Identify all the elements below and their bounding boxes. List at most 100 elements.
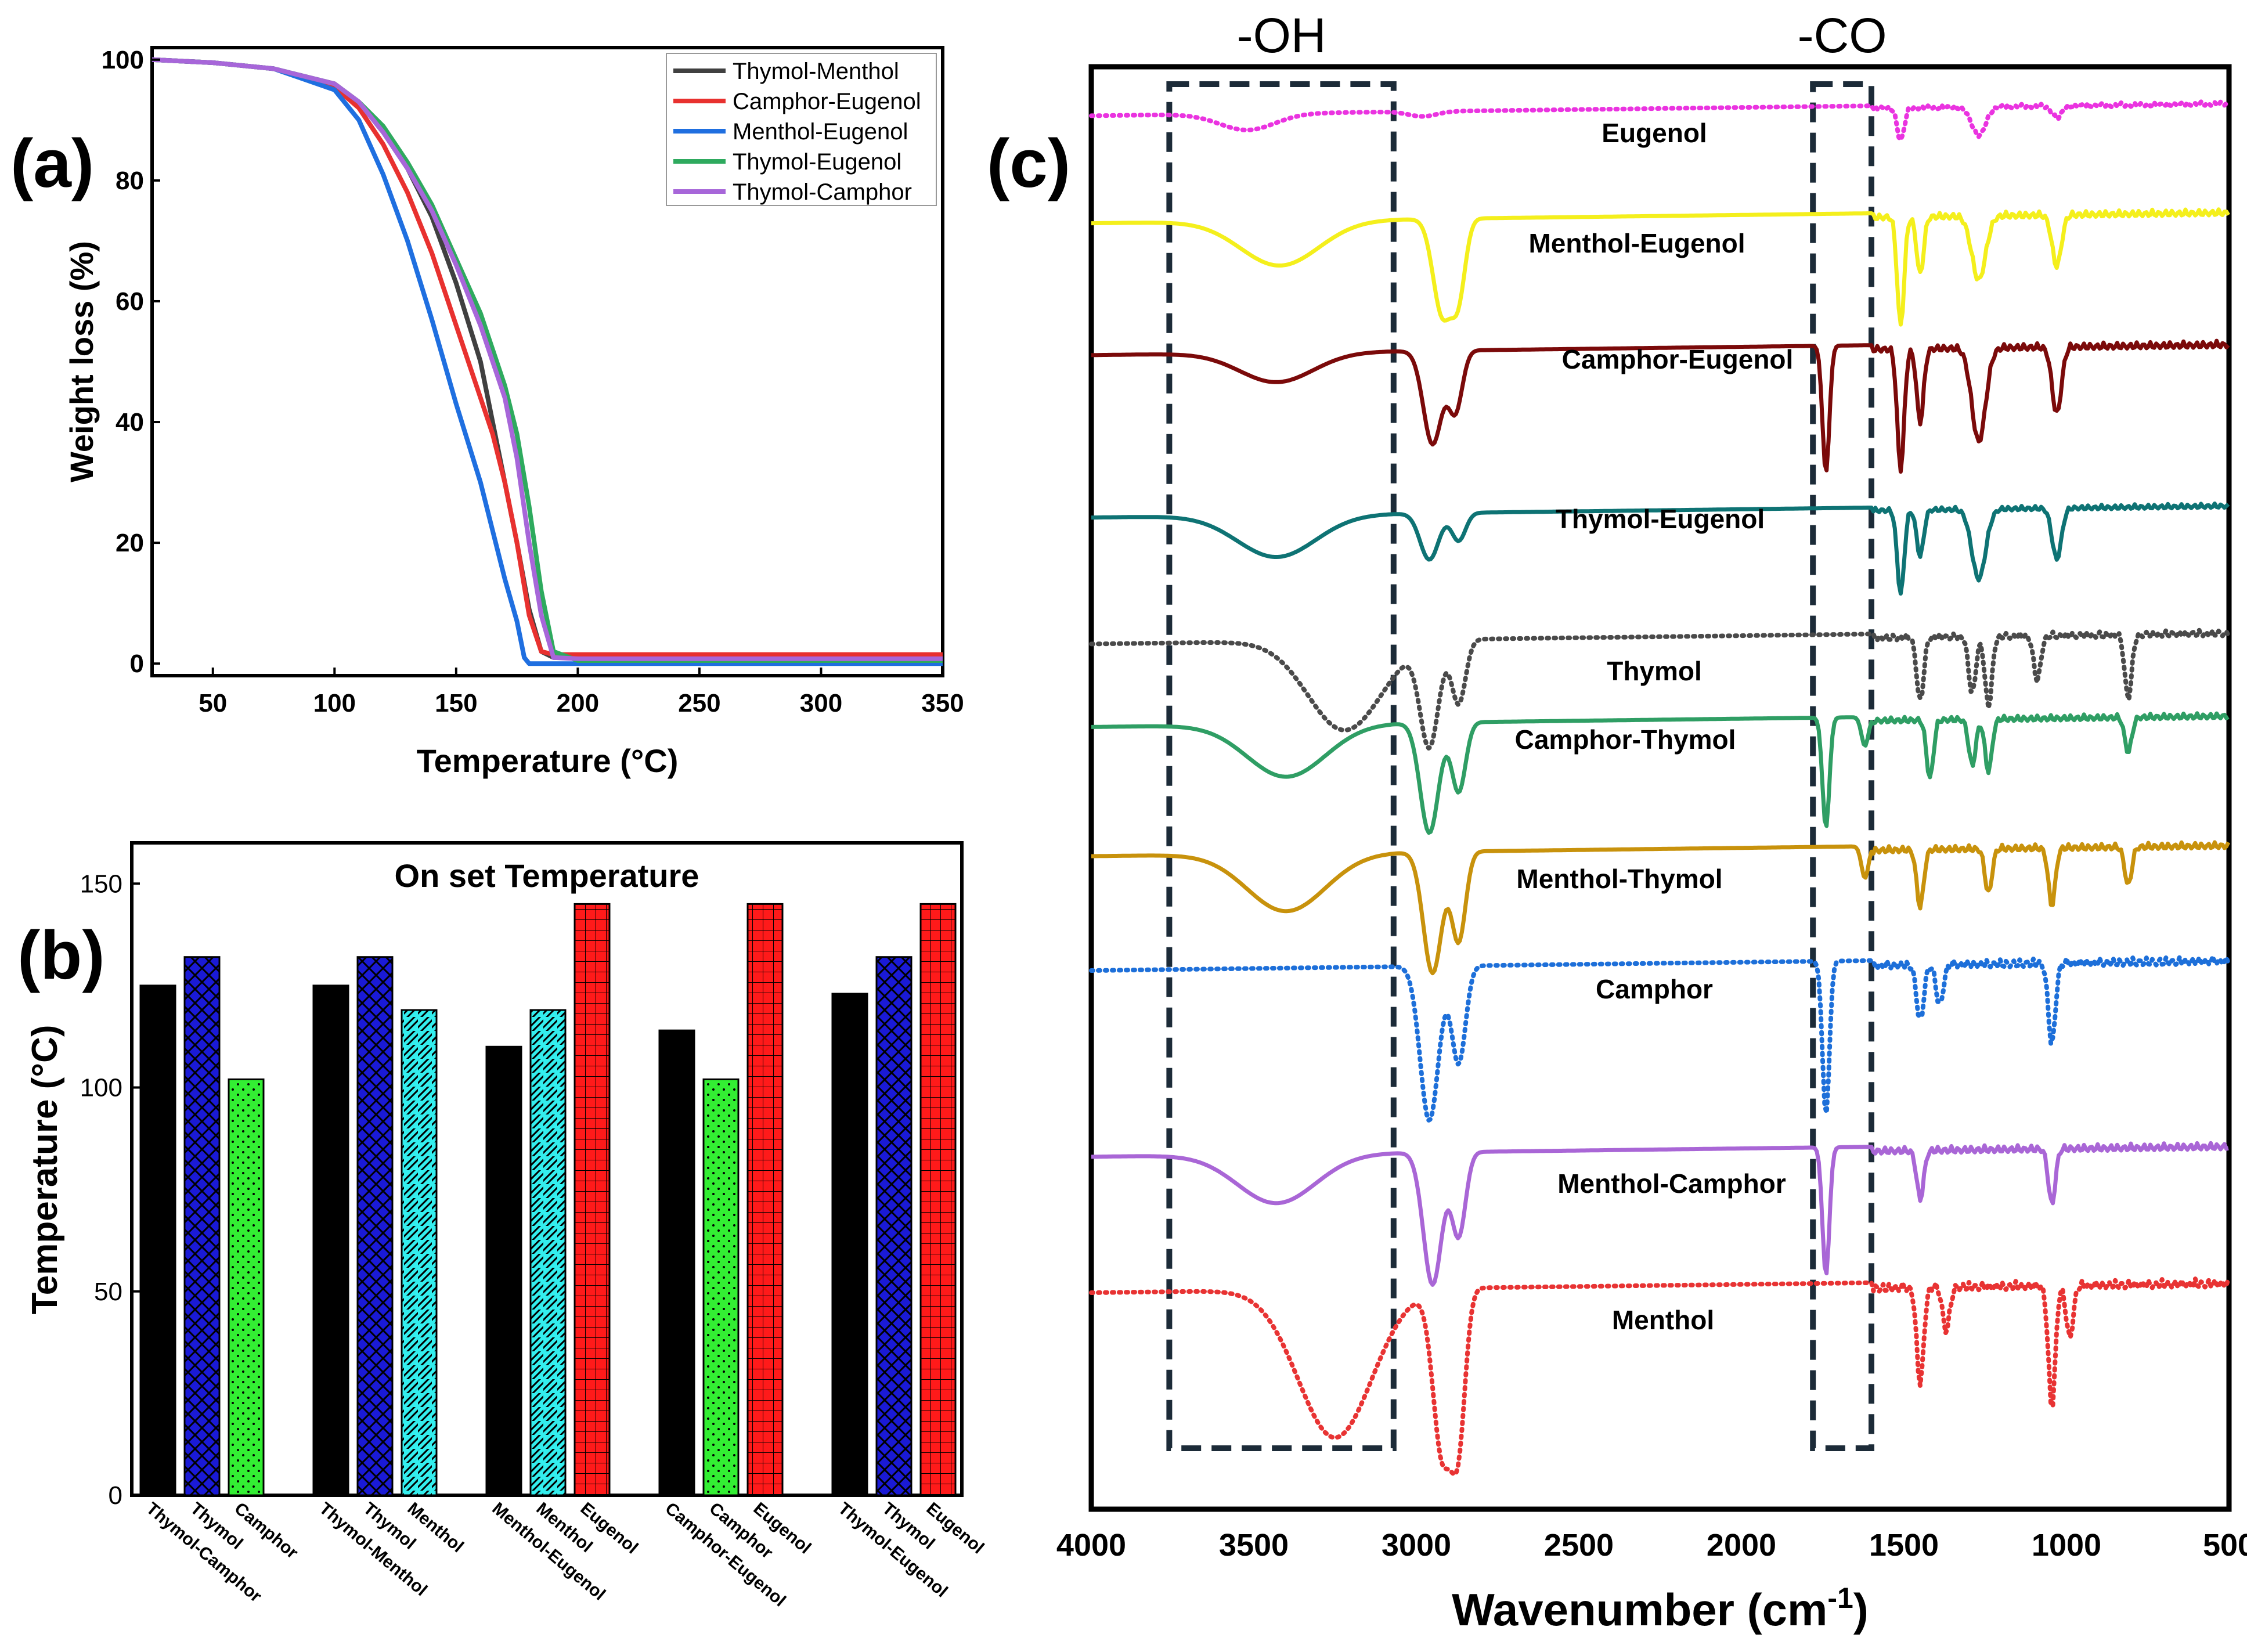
tga-axis-ticks: 50 100 150 200 250 300 350 0 20 40 60 80 100	[102, 46, 964, 717]
ftir-plot-frame	[1088, 64, 2232, 1512]
tga-y-tick-label: 80	[116, 167, 144, 195]
onset-y-tick-label: 150	[80, 870, 122, 898]
tga-legend-entry: Thymol-Camphor	[733, 179, 912, 205]
ftir-spectrum-camphor	[1089, 954, 2231, 1123]
tga-x-tick-label: 250	[678, 689, 720, 717]
tga-series-lines	[152, 57, 943, 666]
ftir-x-axis-label: Wavenumber (cm-1)	[1452, 1582, 1869, 1635]
ftir-x-tick-label: 1500	[1869, 1528, 1939, 1563]
ftir-region-label: -CO	[1798, 8, 1887, 63]
ftir-highlight-regions: -OH -CO	[1166, 8, 1887, 1451]
tga-y-tick-label: 60	[116, 287, 144, 316]
tga-x-tick-label: 150	[435, 689, 477, 717]
ftir-x-tick-label: 4000	[1056, 1528, 1126, 1563]
onset-bar-eugenol	[919, 903, 957, 1496]
ftir-x-tick-label: 1000	[2032, 1528, 2101, 1563]
onset-bars	[139, 903, 957, 1496]
ftir-spectrum-label: Menthol-Camphor	[1557, 1168, 1786, 1199]
ftir-chart: -OH -CO Eugenol Menthol-Eugenol Camphor-Eug…	[1056, 8, 2247, 1635]
onset-y-tick-label: 100	[80, 1074, 122, 1102]
tga-chart: 50 100 150 200 250 300 350 0 20 40 60 80 100 Tempera…	[63, 46, 964, 779]
tga-legend-entry: Menthol-Eugenol	[733, 119, 908, 145]
onset-bar-thymol-eugenol	[831, 993, 868, 1496]
ftir-spectrum-label: Eugenol	[1602, 118, 1707, 148]
ftir-spectrum-menthol-thymol	[1091, 840, 2231, 976]
ftir-spectrum-camphor-thymol	[1091, 711, 2230, 835]
onset-bar-camphor	[702, 1078, 740, 1496]
ftir-spectrum-thymol	[1089, 627, 2231, 751]
onset-y-tick-label: 50	[94, 1278, 122, 1306]
ftir-spectra: Eugenol Menthol-Eugenol Camphor-Eugenol Thy…	[1089, 99, 2231, 1477]
tga-x-tick-label: 350	[921, 689, 964, 717]
onset-bar-eugenol	[574, 903, 611, 1496]
tga-x-tick-label: 200	[557, 689, 599, 717]
ftir-x-tick-label: 500	[2203, 1528, 2247, 1563]
onset-bar-thymol-menthol	[312, 984, 349, 1496]
tga-line-camphor-eugenol	[152, 57, 943, 657]
ftir-x-axis-label-main: Wavenumber (cm	[1452, 1584, 1827, 1635]
ftir-spectrum-label: Menthol-Thymol	[1516, 864, 1722, 894]
ftir-spectrum-label: Thymol	[1607, 656, 1702, 686]
ftir-x-axis-label-sup: -1	[1827, 1582, 1853, 1614]
tga-plot-frame	[150, 46, 944, 677]
ftir-spectrum-menthol-eugenol	[1091, 207, 2230, 327]
onset-bar-thymol	[183, 956, 221, 1496]
tga-y-tick-label: 0	[130, 650, 144, 678]
ftir-spectrum-label: Camphor-Thymol	[1515, 724, 1736, 755]
panel-label-c: (c)	[987, 125, 1070, 202]
onset-bar-menthol-eugenol	[485, 1045, 522, 1496]
onset-bar-eugenol	[746, 903, 784, 1496]
tga-line-thymol-camphor	[152, 57, 943, 661]
onset-axis-ticks: 0 50 100 150	[80, 870, 140, 1510]
ftir-spectrum-menthol	[1089, 1276, 2231, 1477]
onset-bar-camphor-eugenol	[658, 1029, 695, 1496]
tga-y-axis-label: Weight loss (%)	[63, 241, 100, 482]
tga-y-tick-label: 20	[116, 529, 144, 557]
tga-x-tick-label: 100	[313, 689, 356, 717]
ftir-x-tick-label: 3000	[1382, 1528, 1451, 1563]
ftir-region-label: -OH	[1237, 8, 1326, 63]
onset-y-tick-label: 0	[109, 1481, 122, 1510]
ftir-spectrum-eugenol	[1089, 99, 2231, 142]
tga-x-axis-label: Temperature (°C)	[417, 742, 679, 779]
onset-bar-thymol-camphor	[139, 984, 176, 1496]
onset-bar-chart: On set Temperature 0 50 100 150 Thymol-Camp…	[25, 841, 988, 1610]
onset-bar-menthol	[529, 1009, 567, 1496]
onset-bar-camphor	[228, 1078, 265, 1496]
ftir-spectrum-thymol-eugenol	[1091, 502, 2230, 596]
ftir-x-tick-label: 3500	[1219, 1528, 1289, 1563]
onset-category-label: Menthol	[404, 1499, 467, 1556]
ftir-x-tick-label: 2000	[1707, 1528, 1776, 1563]
ftir-spectrum-label: Camphor	[1596, 974, 1713, 1004]
ftir-spectrum-label: Menthol-Eugenol	[1528, 228, 1745, 258]
tga-legend-entry: Camphor-Eugenol	[733, 89, 921, 114]
tga-x-tick-label: 300	[800, 689, 842, 717]
tga-legend-entry: Thymol-Eugenol	[733, 149, 901, 175]
ftir-x-tick-label: 2500	[1544, 1528, 1614, 1563]
ftir-region-box	[1810, 81, 1874, 1451]
ftir-spectrum-label: Thymol-Eugenol	[1556, 504, 1765, 534]
ftir-spectrum-camphor-eugenol	[1091, 338, 2230, 474]
onset-category-label: Eugenol	[923, 1499, 988, 1557]
onset-y-axis-label: Temperature (°C)	[25, 1025, 65, 1314]
ftir-region-box	[1166, 81, 1397, 1451]
tga-y-tick-label: 100	[102, 46, 144, 74]
tga-legend: Thymol-Menthol Camphor-Eugenol Menthol-Eug…	[666, 53, 937, 206]
panel-label-a: (a)	[10, 125, 94, 202]
onset-bar-thymol	[356, 956, 394, 1496]
onset-category-label: Camphor	[231, 1499, 302, 1563]
panel-label-b: (b)	[17, 917, 105, 994]
tga-legend-entry: Thymol-Menthol	[733, 59, 899, 84]
ftir-x-axis-label-end: )	[1853, 1584, 1869, 1635]
ftir-spectrum-menthol-camphor	[1091, 1141, 2229, 1287]
onset-bar-menthol	[401, 1009, 438, 1496]
ftir-spectrum-label: Menthol	[1612, 1305, 1714, 1335]
onset-bar-thymol	[875, 956, 912, 1496]
tga-y-tick-label: 40	[116, 408, 144, 437]
ftir-spectrum-label: Camphor-Eugenol	[1562, 344, 1794, 374]
ftir-axis-ticks: 4000 3500 3000 2500 2000 1500 1000 500	[1056, 1528, 2247, 1563]
tga-line-menthol-eugenol	[152, 57, 943, 666]
tga-x-tick-label: 50	[199, 689, 227, 717]
